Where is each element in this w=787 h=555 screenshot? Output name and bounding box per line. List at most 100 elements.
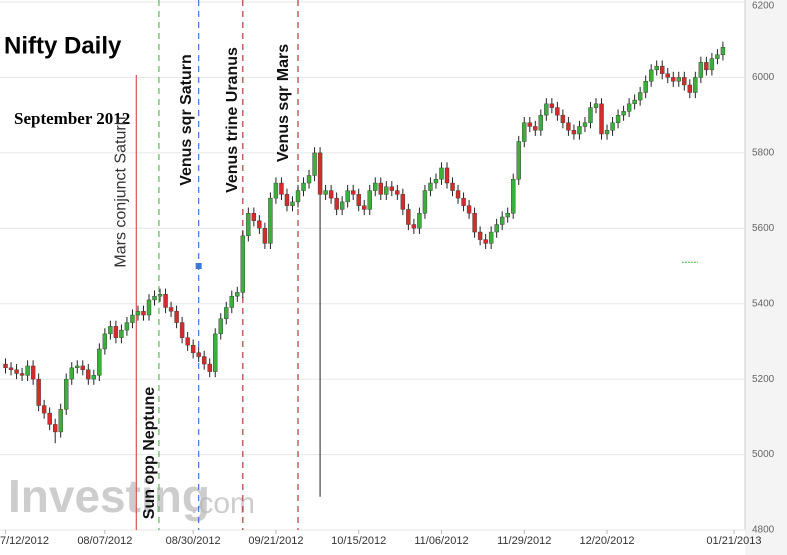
candle-body (660, 65, 665, 74)
candle-body (400, 194, 406, 210)
candle-body (373, 182, 378, 191)
axis-panel (745, 0, 787, 555)
candle-body (218, 318, 223, 335)
candle-body (91, 375, 97, 380)
candle-body (213, 333, 218, 372)
candle-body (582, 122, 588, 127)
candle-body (450, 182, 455, 191)
candle-body (626, 103, 632, 112)
candle-body (19, 373, 25, 376)
candle-body (665, 73, 670, 78)
candle-body (290, 201, 295, 206)
candle-body (36, 378, 41, 406)
candle-body (461, 197, 466, 206)
candle-body (367, 190, 372, 210)
candle-body (179, 322, 185, 338)
candle-body (433, 179, 439, 184)
candle-body (384, 186, 389, 195)
candle-body (555, 107, 560, 116)
candle-body (654, 65, 659, 71)
candle-body (52, 424, 58, 433)
candle-body (69, 367, 74, 380)
watermark: Investing (8, 470, 210, 522)
candle-body (439, 167, 444, 180)
candle-body (643, 80, 648, 93)
candle-body (306, 175, 312, 184)
candle-body (704, 62, 709, 71)
candle-body (312, 152, 317, 176)
candle-body (168, 307, 174, 312)
candle-body (466, 205, 472, 214)
candle-body (516, 141, 521, 180)
candle-body (494, 224, 499, 233)
candle-body (417, 212, 422, 229)
chart-subtitle: September 2012 (14, 109, 130, 128)
candle-body (615, 114, 621, 123)
y-tick-label: 4800 (752, 525, 775, 536)
candle-body (80, 365, 85, 370)
candle-body (571, 130, 577, 135)
candle-body (588, 107, 593, 123)
candle-body (477, 231, 483, 240)
candle-body (25, 365, 30, 376)
candle-body (251, 212, 257, 221)
candle-body (207, 363, 212, 372)
candle-body (577, 126, 582, 135)
candle-body (14, 369, 19, 374)
candle-body (157, 294, 163, 297)
candle-body (328, 190, 334, 199)
candle-body (141, 311, 146, 316)
candle-body (224, 307, 229, 320)
candle-body (671, 77, 676, 82)
candle-body (682, 77, 687, 86)
candle-body (599, 103, 604, 135)
x-tick-label: 12/20/2012 (580, 535, 635, 547)
x-tick-label: 7/12/2012 (0, 535, 49, 547)
candle-body (505, 212, 510, 218)
candle-body (102, 333, 108, 350)
candle-body (240, 235, 246, 293)
x-tick-label: 11/06/2012 (414, 535, 468, 547)
candle-body (560, 114, 566, 123)
candle-body (97, 348, 102, 376)
candle-body (190, 345, 196, 353)
candle-body (632, 99, 637, 105)
event-label: Venus sqr Mars (275, 44, 292, 162)
candle-body (472, 212, 477, 233)
candle-body (687, 84, 693, 93)
candle-body (698, 62, 704, 78)
candle-body (544, 103, 549, 116)
candle-body (378, 182, 383, 195)
candle-body (323, 190, 328, 195)
candle-body (499, 216, 505, 225)
event-label: Venus trine Uranus (224, 47, 241, 193)
candle-body (395, 190, 400, 195)
candle-body (246, 212, 251, 237)
candle-body (75, 365, 80, 369)
chart-title: Nifty Daily (4, 32, 122, 59)
candle-body (301, 182, 306, 191)
candle-body (317, 152, 323, 195)
candle-body (709, 58, 715, 71)
candle-body (229, 295, 234, 308)
candle-body (422, 190, 428, 214)
y-tick-label: 5000 (752, 449, 775, 460)
candle-body (593, 103, 599, 108)
candle-body (350, 190, 356, 195)
candle-body (174, 311, 179, 323)
candle-body (549, 103, 555, 108)
candle-body (3, 363, 8, 369)
candle-body (64, 378, 69, 410)
candle-body (604, 130, 610, 135)
candle-body (163, 294, 168, 308)
candle-body (262, 228, 268, 244)
candle-body (621, 111, 626, 116)
candle-body (268, 197, 273, 244)
y-tick-label: 6200 (752, 1, 775, 12)
candle-body (196, 352, 201, 357)
candle-body (113, 326, 119, 338)
x-tick-label: 11/29/2012 (497, 535, 551, 547)
candle-body (119, 329, 124, 338)
candle-body (720, 47, 726, 55)
